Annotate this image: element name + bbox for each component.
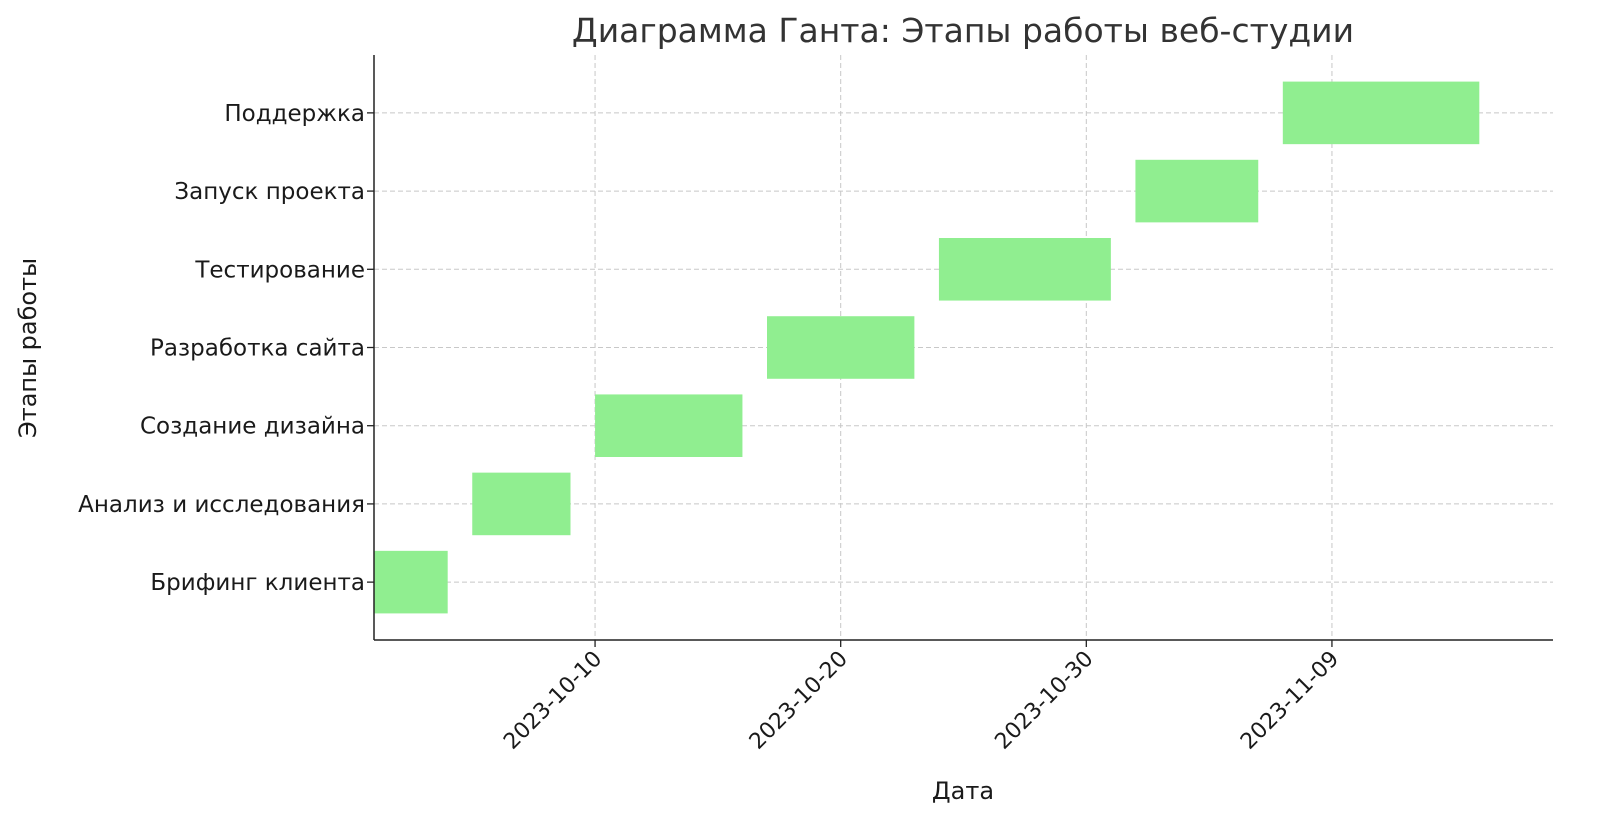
- y-tick-label: Брифинг клиента: [150, 570, 365, 596]
- y-tick-label: Создание дизайна: [140, 414, 365, 440]
- task-bar: [374, 550, 448, 614]
- y-tick-label: Поддержка: [224, 101, 365, 127]
- x-tick-label: 2023-10-20: [745, 647, 853, 755]
- y-tick-label: Тестирование: [194, 257, 365, 283]
- x-axis-label: Дата: [932, 777, 994, 805]
- task-bar: [938, 238, 1111, 301]
- task-bar: [1135, 159, 1259, 223]
- task-bar: [595, 394, 743, 457]
- x-tick-label: 2023-10-10: [499, 647, 607, 755]
- bars: [374, 81, 1480, 614]
- y-tick-label: Запуск проекта: [174, 179, 365, 205]
- x-tick-label: 2023-11-09: [1236, 647, 1344, 755]
- task-bar: [1282, 81, 1480, 145]
- y-tick-label: Разработка сайта: [150, 336, 365, 362]
- chart-title: Диаграмма Ганта: Этапы работы веб-студии: [572, 11, 1354, 50]
- task-bar: [472, 472, 571, 536]
- y-axis-label: Этапы работы: [14, 258, 42, 438]
- y-tick-label: Анализ и исследования: [78, 492, 365, 518]
- x-tick-label: 2023-10-30: [990, 647, 1098, 755]
- task-bar: [767, 316, 915, 379]
